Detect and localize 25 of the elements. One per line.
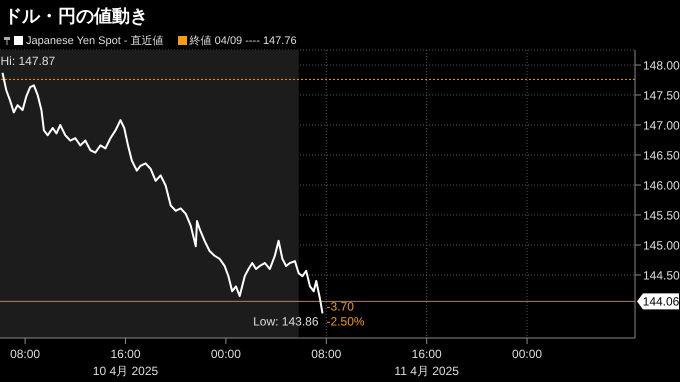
x-tick-label: 00:00 [512, 347, 542, 361]
y-tick-label: 145.50 [643, 208, 680, 222]
y-tick-label: 146.50 [643, 148, 680, 162]
annotation: Hi: 147.87 [0, 54, 56, 68]
annotation: -3.70 [326, 299, 354, 314]
x-tick-label: 00:00 [210, 347, 242, 361]
y-tick-label: 145.00 [643, 238, 680, 252]
y-tick-label: 146.00 [643, 178, 680, 192]
ref-line-label: 144.06 [642, 294, 680, 308]
annotation: -2.50% [326, 314, 365, 328]
y-tick-label: 147.00 [643, 118, 680, 132]
line-series [2, 72, 324, 314]
x-tick-label: 16:00 [110, 347, 141, 361]
legend-label: Japanese Yen Spot - 直近値 [25, 34, 164, 48]
y-tick-label: 144.50 [643, 268, 680, 282]
text: 10 4月 2025 [92, 364, 159, 378]
x-tick-label: 16:00 [412, 347, 442, 361]
text: 11 4月 2025 [394, 364, 460, 378]
x-tick-label: 08:00 [311, 347, 342, 361]
y-tick-label: 147.50 [643, 88, 680, 102]
chart-title: ドル・円の値動き [4, 5, 148, 28]
annotation: Low: 143.86 [253, 314, 319, 328]
y-tick-label: 148.00 [643, 58, 680, 72]
legend-label: 終値 04/09 ---- 147.76 [188, 34, 297, 48]
x-tick-label: 08:00 [10, 347, 40, 361]
